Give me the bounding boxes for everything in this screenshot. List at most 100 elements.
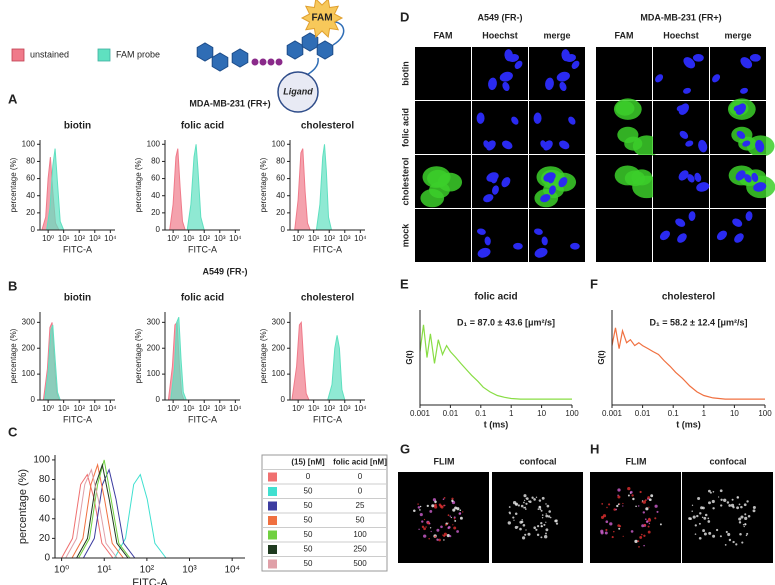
nucleus (749, 54, 761, 62)
column-header: Hoechst (482, 30, 518, 40)
speckle (540, 509, 543, 512)
nucleus (513, 242, 523, 250)
nucleus (502, 140, 513, 150)
y-tick-label: 80 (39, 474, 51, 485)
speckle (549, 516, 552, 519)
nucleus (541, 236, 548, 246)
speckle (637, 540, 640, 543)
group-header: A549 (FR-) (202, 266, 247, 276)
speckle (524, 533, 527, 536)
y-tick-label: 0 (281, 225, 286, 234)
speckle (512, 516, 515, 519)
speckle (642, 511, 646, 514)
speckle (656, 510, 659, 513)
speckle (647, 496, 650, 499)
speckle (694, 533, 697, 535)
speckle (522, 536, 526, 540)
y-tick-label: 80 (26, 157, 35, 166)
speckle (449, 515, 452, 517)
speckle (442, 534, 444, 536)
speckle (703, 516, 707, 520)
x-tick-label: 10² (198, 404, 210, 413)
nucleus (659, 230, 670, 241)
y-tick-label: 40 (39, 513, 51, 524)
speckle (529, 500, 532, 503)
speckle (634, 539, 638, 544)
speckle (508, 506, 511, 508)
speckle (454, 506, 458, 510)
speckle (643, 534, 646, 537)
speckle (654, 517, 657, 520)
speckle (707, 517, 710, 520)
table-cell: 0 (358, 486, 363, 495)
speckle (730, 503, 735, 508)
speckle (523, 506, 525, 509)
speckle (453, 526, 457, 530)
speckle (522, 524, 526, 527)
y-tick-label: 300 (22, 317, 36, 326)
micrograph (472, 155, 528, 208)
table-swatch (268, 501, 277, 511)
speckle (541, 516, 544, 519)
speckle (535, 496, 538, 498)
speckle (525, 508, 527, 510)
speckle (739, 533, 742, 536)
x-tick-label: 10⁴ (104, 234, 117, 243)
x-tick-label: 10¹ (58, 234, 70, 243)
speckle (640, 533, 643, 536)
nucleus (571, 60, 580, 69)
y-tick-label: 200 (147, 343, 161, 352)
micrograph (472, 47, 528, 100)
distribution (77, 459, 131, 559)
chart-title: folic acid (181, 293, 224, 304)
speckle (617, 503, 620, 506)
x-tick-label: 0.01 (443, 409, 459, 418)
x-tick-label: 1 (702, 409, 707, 418)
annotation: D₁ = 87.0 ± 43.6 [μm²/s] (457, 317, 555, 327)
speckle (627, 494, 630, 497)
speckle (659, 523, 662, 526)
y-tick-label: 80 (151, 157, 160, 166)
x-tick-label: 100 (758, 409, 772, 418)
y-tick-label: 0 (156, 225, 161, 234)
nucleus (558, 177, 568, 188)
panel-label: D (400, 9, 409, 24)
speckle (617, 495, 621, 499)
speckle (700, 506, 704, 510)
speckle (719, 489, 723, 493)
x-tick-label: 10¹ (183, 404, 195, 413)
speckle (708, 531, 712, 535)
x-tick-label: 10² (323, 234, 335, 243)
speckle (514, 525, 518, 529)
column-header: FAM (434, 30, 453, 40)
speckle (434, 535, 437, 538)
speckle (442, 498, 445, 501)
table-cell: 0 (306, 472, 311, 481)
speckle (447, 522, 449, 524)
speckle (431, 504, 435, 508)
speckle (421, 525, 425, 529)
nucleus (688, 211, 696, 221)
correlation-curve (611, 327, 765, 400)
x-tick-label: 10³ (89, 404, 101, 413)
nucleus (732, 218, 743, 227)
x-tick-label: 10¹ (58, 404, 70, 413)
y-tick-label: 0 (31, 225, 36, 234)
x-axis-label: FITC-A (313, 244, 342, 254)
nucleus (540, 194, 551, 203)
x-tick-label: 0.001 (602, 409, 623, 418)
panel-label: H (590, 441, 599, 456)
x-axis-label: FITC-A (132, 577, 168, 585)
speckle (637, 505, 640, 507)
nucleus (545, 77, 554, 91)
speckle (436, 528, 440, 532)
speckle (743, 525, 745, 528)
speckle (525, 529, 527, 531)
panel-label: B (8, 278, 17, 293)
y-tick-label: 40 (26, 191, 35, 200)
y-tick-label: 0 (31, 395, 36, 404)
speckle (533, 526, 536, 529)
y-axis-label: percentage (%) (134, 328, 143, 383)
speckle (622, 505, 624, 507)
speckle (438, 538, 441, 542)
